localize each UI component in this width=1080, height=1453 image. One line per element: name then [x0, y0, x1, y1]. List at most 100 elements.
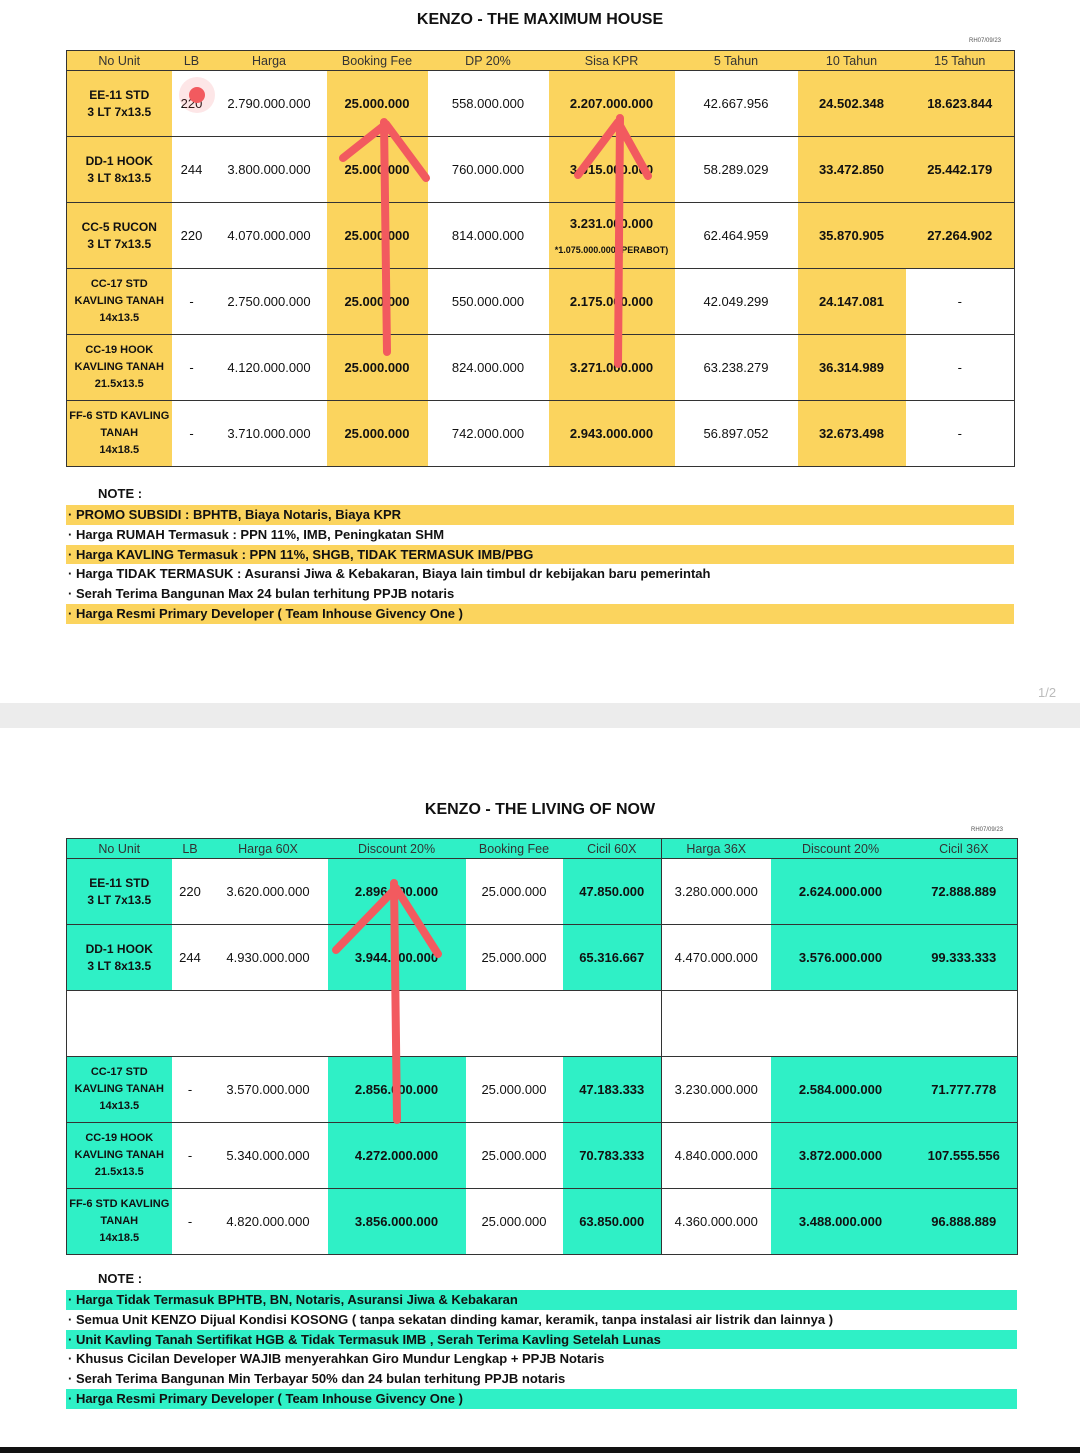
- unit-line: KAVLING TANAH: [74, 1083, 164, 1095]
- cell-value: 220: [180, 96, 203, 111]
- cell-discount-20-: 3.872.000.000: [770, 1122, 911, 1189]
- table-row: EE-11 STD 3 LT 7x13.5 220 2.790.000.000 25.0…: [66, 70, 1015, 137]
- unit-name: CC-19 HOOK KAVLING TANAH 21.5x13.5: [66, 1122, 172, 1189]
- cell-cicil-36x: 107.555.556: [910, 1122, 1018, 1189]
- page1-doc-code: RH07/09/23: [969, 38, 1002, 44]
- cell-discount-20-: 2.624.000.000: [770, 858, 911, 925]
- column-header: Harga 60X: [208, 838, 328, 859]
- cell-value: 2.856.000.000: [354, 1082, 439, 1097]
- cell-value: -: [957, 360, 962, 375]
- unit-name: CC-5 RUCON 3 LT 7x13.5: [66, 202, 172, 269]
- unit-line: FF-6 STD KAVLING: [69, 410, 170, 422]
- cell-discount-20-: 2.856.000.000: [327, 1056, 466, 1123]
- cell-5-tahun: 58.289.029: [674, 136, 798, 203]
- cell-harga-36x: 4.840.000.000: [661, 1122, 771, 1189]
- cell-booking-fee: 25.000.000: [465, 1188, 563, 1255]
- pricing-table-living-of-now: No Unit LB Harga 60X Discount 20% Booking Fe…: [66, 838, 1018, 1255]
- cell-discount-20-: 2.896.000.000: [327, 858, 466, 925]
- cell-value: 25.000.000: [344, 426, 410, 441]
- column-header: No Unit: [66, 50, 172, 71]
- table-row: [66, 990, 1018, 1057]
- cell-value: -: [189, 294, 194, 309]
- cell-sisa-kpr: 2.207.000.000: [548, 70, 675, 137]
- cell-value: -: [187, 1082, 193, 1097]
- cell-value: 42.667.956: [703, 96, 769, 111]
- cell-5-tahun: 42.049.299: [674, 268, 798, 335]
- cell-10-tahun: 33.472.850: [797, 136, 906, 203]
- column-header: No Unit: [66, 838, 172, 859]
- cell-cicil-60x: 63.850.000: [562, 1188, 662, 1255]
- unit-name: DD-1 HOOK 3 LT 8x13.5: [66, 924, 172, 991]
- cell-value: 3.015.000.000: [569, 162, 654, 177]
- page1-notes: NOTE : · PROMO SUBSIDI : BPHTB, Biaya Not…: [66, 486, 1014, 624]
- cell-dp-20-: 814.000.000: [427, 202, 549, 269]
- cell-value: 2.584.000.000: [798, 1082, 883, 1097]
- cell-value: -: [187, 1214, 193, 1229]
- unit-line: 3 LT 7x13.5: [87, 892, 152, 907]
- unit-line: 3 LT 8x13.5: [87, 958, 152, 973]
- cell-value: 5.340.000.000: [226, 1148, 310, 1163]
- cell-harga: 2.790.000.000: [211, 70, 327, 137]
- cell-value: 47.850.000: [579, 884, 645, 899]
- cell-dp-20-: 550.000.000: [427, 268, 549, 335]
- cell-value: 63.238.279: [703, 360, 769, 375]
- note-title: NOTE :: [98, 1271, 143, 1286]
- column-header: 10 Tahun: [797, 50, 906, 71]
- cell-value: 4.360.000.000: [674, 1214, 758, 1229]
- cell-value: 25.442.179: [927, 162, 993, 177]
- cell-cicil-36x: 72.888.889: [910, 858, 1018, 925]
- cell-value: 220: [180, 228, 203, 243]
- table-row: DD-1 HOOK 3 LT 8x13.5 244 4.930.000.000 3.94…: [66, 924, 1018, 991]
- unit-name: FF-6 STD KAVLING TANAH 14x18.5: [66, 1188, 172, 1255]
- cell-value: 3.856.000.000: [354, 1214, 439, 1229]
- cell-cicil-60x: 70.783.333: [562, 1122, 662, 1189]
- cell-lb: -: [171, 1188, 209, 1255]
- unit-line: 21.5x13.5: [94, 1166, 144, 1178]
- cell-cicil-36x: 99.333.333: [910, 924, 1018, 991]
- cell-value: 58.289.029: [703, 162, 769, 177]
- cell-value: 2.624.000.000: [798, 884, 883, 899]
- column-header: Discount 20%: [770, 838, 911, 859]
- cell-harga-60x: 5.340.000.000: [208, 1122, 328, 1189]
- table-row: CC-5 RUCON 3 LT 7x13.5 220 4.070.000.000 25.…: [66, 202, 1015, 269]
- cell-booking-fee: 25.000.000: [326, 400, 428, 467]
- cell-value: 24.502.348: [818, 96, 885, 111]
- cell-value: -: [957, 426, 962, 441]
- cell-booking-fee: 25.000.000: [326, 334, 428, 401]
- cell-harga-36x: 4.360.000.000: [661, 1188, 771, 1255]
- cell-10-tahun: 32.673.498: [797, 400, 906, 467]
- cell-value: 824.000.000: [451, 360, 525, 375]
- cell-value: 3.620.000.000: [226, 884, 310, 899]
- cell-15-tahun: -: [905, 268, 1015, 335]
- unit-line: 14x18.5: [99, 1232, 140, 1244]
- cell-value: 3.230.000.000: [674, 1082, 758, 1097]
- cell-value: 4.470.000.000: [674, 950, 758, 965]
- cell-5-tahun: 63.238.279: [674, 334, 798, 401]
- page-separator: [0, 703, 1080, 728]
- unit-name: DD-1 HOOK 3 LT 8x13.5: [66, 136, 172, 203]
- cell-booking-fee: 25.000.000: [465, 858, 563, 925]
- cell-lb: -: [171, 1056, 209, 1123]
- note-item: · Harga TIDAK TERMASUK : Asuransi Jiwa &…: [68, 566, 711, 582]
- cell-harga: 3.800.000.000: [211, 136, 327, 203]
- cell-lb: -: [171, 400, 212, 467]
- unit-line: KAVLING TANAH: [74, 361, 164, 373]
- unit-name: CC-19 HOOK KAVLING TANAH 21.5x13.5: [66, 334, 172, 401]
- column-header: Sisa KPR: [548, 50, 675, 71]
- cell-value: 814.000.000: [451, 228, 525, 243]
- bottom-bar: [0, 1447, 1080, 1453]
- cell-lb: 220: [171, 70, 212, 137]
- cell-value: 4.840.000.000: [674, 1148, 758, 1163]
- cell-harga-36x: 4.470.000.000: [661, 924, 771, 991]
- page1-title: KENZO - THE MAXIMUM HOUSE: [416, 11, 664, 28]
- cell-value: -: [189, 360, 194, 375]
- cell-dp-20-: 742.000.000: [427, 400, 549, 467]
- cell-value: 2.896.000.000: [354, 884, 439, 899]
- unit-line: TANAH: [100, 427, 139, 439]
- cell-harga-60x: 4.930.000.000: [208, 924, 328, 991]
- cell-value: 3.488.000.000: [798, 1214, 883, 1229]
- cell-cicil-36x: 96.888.889: [910, 1188, 1018, 1255]
- cell-harga: 3.710.000.000: [211, 400, 327, 467]
- cell-value: 3.231.000.000: [569, 216, 654, 231]
- cell-15-tahun: -: [905, 400, 1015, 467]
